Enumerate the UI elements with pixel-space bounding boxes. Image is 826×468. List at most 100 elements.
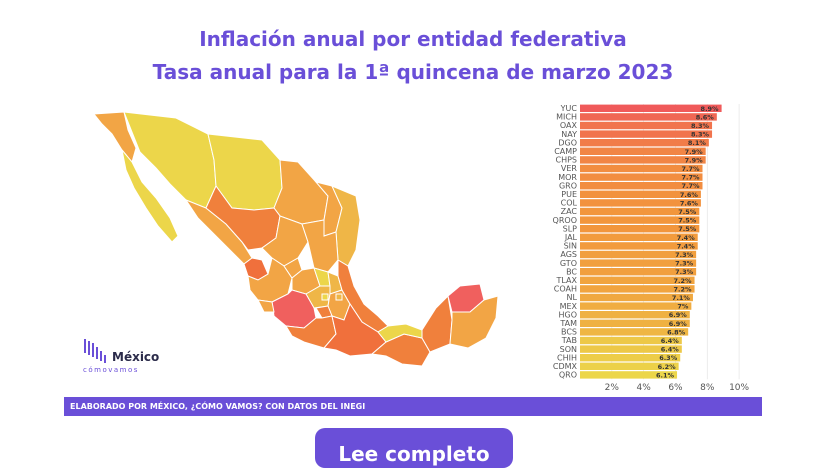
category-label: DGO bbox=[558, 138, 577, 147]
bar bbox=[580, 250, 697, 259]
category-label: CAMP bbox=[554, 147, 577, 156]
bar bbox=[580, 345, 682, 353]
category-label: CDMX bbox=[553, 362, 578, 371]
category-label: GRO bbox=[559, 181, 577, 190]
x-tick-label: 8% bbox=[700, 383, 715, 393]
value-label: 8.3% bbox=[691, 131, 710, 139]
category-label: MOR bbox=[558, 173, 577, 182]
value-label: 7.5% bbox=[678, 217, 697, 225]
value-label: 7.9% bbox=[685, 148, 704, 156]
value-label: 7.4% bbox=[677, 242, 696, 250]
bar bbox=[580, 182, 703, 190]
bar bbox=[580, 242, 698, 250]
map-region-coah bbox=[273, 159, 329, 225]
map-region-tab bbox=[377, 323, 423, 343]
value-label: 7.7% bbox=[681, 165, 700, 173]
value-label: 6.4% bbox=[661, 337, 680, 345]
value-label: 7.5% bbox=[678, 225, 697, 233]
bar bbox=[580, 302, 692, 310]
category-label: MEX bbox=[560, 302, 578, 311]
value-label: 7.3% bbox=[675, 260, 694, 268]
bar bbox=[580, 173, 703, 181]
x-tick-label: 10% bbox=[729, 383, 749, 393]
value-label: 6.3% bbox=[659, 354, 678, 362]
bar bbox=[580, 362, 679, 370]
category-label: SON bbox=[560, 345, 577, 354]
value-label: 7.3% bbox=[675, 251, 694, 259]
bar bbox=[580, 199, 701, 207]
map-region-tlax bbox=[335, 293, 343, 301]
map-region-mich bbox=[271, 289, 317, 329]
bar bbox=[580, 293, 693, 302]
map-region-camp bbox=[421, 294, 453, 353]
bar bbox=[580, 139, 709, 147]
map-region-bcs bbox=[121, 149, 179, 243]
value-label: 7.1% bbox=[672, 294, 691, 302]
value-label: 7.6% bbox=[680, 199, 699, 207]
bar bbox=[580, 156, 706, 164]
category-label: CHIH bbox=[557, 353, 577, 362]
bar bbox=[580, 190, 701, 198]
bar bbox=[580, 285, 695, 293]
bar bbox=[580, 259, 697, 267]
value-label: 8.6% bbox=[696, 113, 715, 121]
value-label: 7.2% bbox=[674, 277, 693, 285]
x-tick-label: 4% bbox=[636, 383, 651, 393]
bar bbox=[580, 130, 713, 138]
value-label: 6.2% bbox=[658, 363, 677, 371]
x-tick-label: 6% bbox=[668, 383, 683, 393]
category-label: NAY bbox=[561, 130, 577, 139]
value-label: 7.7% bbox=[681, 182, 700, 190]
value-label: 7.3% bbox=[675, 268, 694, 276]
category-label: QROO bbox=[553, 216, 577, 225]
bar bbox=[580, 216, 700, 224]
bar bbox=[580, 276, 695, 284]
value-label: 6.4% bbox=[661, 346, 680, 354]
category-label: AGS bbox=[560, 250, 577, 259]
read-full-button[interactable]: Lee completo bbox=[315, 428, 513, 468]
bar bbox=[580, 121, 713, 130]
value-label: 8.9% bbox=[701, 105, 720, 113]
bar bbox=[580, 328, 689, 336]
bar bbox=[580, 311, 690, 319]
chart-subtitle: Tasa anual para la 1ª quincena de marzo … bbox=[152, 60, 674, 84]
map-region-qroo bbox=[449, 295, 499, 349]
category-label: CHPS bbox=[555, 156, 577, 165]
category-label: COL bbox=[561, 199, 578, 208]
bar bbox=[580, 233, 698, 241]
category-label: TAM bbox=[559, 319, 577, 328]
bar bbox=[580, 225, 700, 233]
value-label: 6.1% bbox=[656, 371, 675, 379]
bar bbox=[580, 336, 682, 345]
x-tick-label: 2% bbox=[605, 383, 620, 393]
category-label: GTO bbox=[560, 259, 577, 268]
category-label: BC bbox=[566, 267, 577, 276]
value-label: 7.9% bbox=[685, 156, 704, 164]
value-label: 7.4% bbox=[677, 234, 696, 242]
bar bbox=[580, 164, 703, 173]
value-label: 6.9% bbox=[669, 311, 688, 319]
category-label: BCS bbox=[561, 328, 577, 337]
category-label: ZAC bbox=[561, 207, 578, 216]
value-label: 8.1% bbox=[688, 139, 707, 147]
source-footer: ELABORADO POR MÉXICO, ¿CÓMO VAMOS? CON D… bbox=[64, 397, 762, 416]
category-label: TAB bbox=[561, 336, 577, 345]
value-label: 7.2% bbox=[674, 285, 693, 293]
category-label: VER bbox=[561, 164, 578, 173]
bar-chart: YUC 8.9% MICH 8.6% OAX 8.3% NAY 8.3% DGO 8.1% CAMP… bbox=[553, 104, 750, 393]
value-label: 8.3% bbox=[691, 122, 710, 130]
value-label: 7% bbox=[677, 303, 689, 311]
logo-icon bbox=[84, 339, 106, 363]
value-label: 7.7% bbox=[681, 174, 700, 182]
bar bbox=[580, 104, 722, 112]
category-label: SLP bbox=[563, 224, 578, 233]
map-region-cdmx bbox=[321, 293, 329, 301]
category-label: TLAX bbox=[556, 276, 578, 285]
bar bbox=[580, 147, 706, 155]
value-label: 6.8% bbox=[667, 328, 686, 336]
bar bbox=[580, 319, 690, 327]
bar bbox=[580, 371, 678, 379]
category-label: PUE bbox=[561, 190, 577, 199]
category-label: JAL bbox=[564, 233, 578, 242]
value-label: 7.6% bbox=[680, 191, 699, 199]
